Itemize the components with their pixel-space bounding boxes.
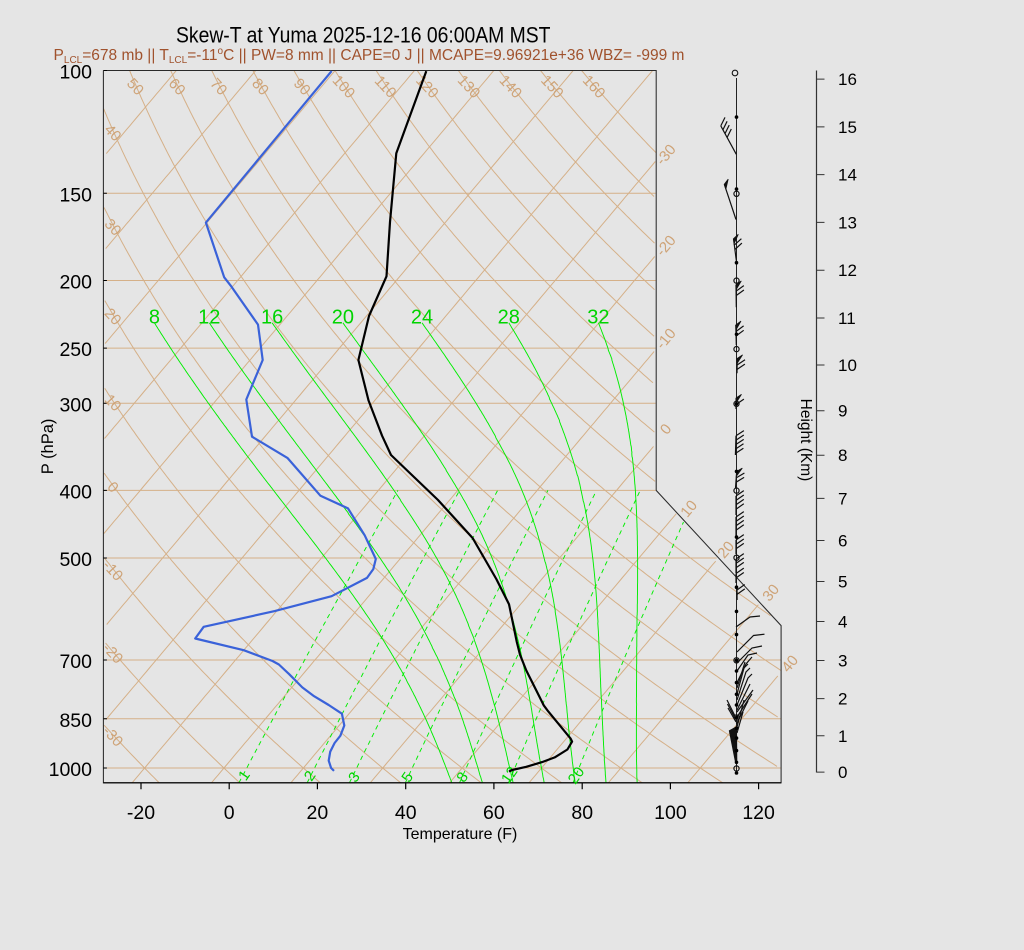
- svg-text:8: 8: [838, 446, 847, 465]
- svg-text:100: 100: [59, 62, 92, 84]
- svg-text:150: 150: [59, 184, 92, 206]
- svg-text:24: 24: [411, 307, 433, 329]
- svg-text:-20: -20: [127, 802, 155, 824]
- svg-text:100: 100: [654, 802, 687, 824]
- svg-text:1000: 1000: [49, 759, 93, 781]
- svg-text:60: 60: [483, 802, 505, 824]
- svg-text:40: 40: [395, 802, 417, 824]
- svg-text:Temperature (F): Temperature (F): [403, 826, 518, 843]
- svg-text:16: 16: [261, 307, 283, 329]
- svg-text:PLCL=678 mb || TLCL=-11oC || P: PLCL=678 mb || TLCL=-11oC || PW=8 mm || …: [54, 46, 685, 66]
- svg-text:Skew-T at Yuma 2025-12-16 06:0: Skew-T at Yuma 2025-12-16 06:00AM MST: [176, 23, 551, 48]
- svg-text:250: 250: [59, 339, 92, 361]
- svg-text:4: 4: [838, 613, 847, 632]
- svg-text:32: 32: [587, 307, 609, 329]
- svg-text:1: 1: [838, 727, 847, 746]
- svg-text:3: 3: [838, 652, 847, 671]
- svg-text:120: 120: [742, 802, 775, 824]
- svg-text:200: 200: [59, 272, 92, 294]
- svg-text:10: 10: [838, 356, 857, 375]
- svg-text:12: 12: [838, 261, 857, 280]
- svg-text:500: 500: [59, 549, 92, 571]
- svg-text:850: 850: [59, 710, 92, 732]
- svg-text:80: 80: [571, 802, 593, 824]
- svg-text:13: 13: [838, 213, 857, 232]
- svg-text:20: 20: [565, 764, 588, 787]
- svg-text:15: 15: [838, 118, 857, 137]
- svg-text:16: 16: [838, 70, 857, 89]
- svg-text:8: 8: [149, 307, 160, 329]
- svg-text:0: 0: [224, 802, 235, 824]
- svg-text:9: 9: [838, 402, 847, 421]
- svg-text:0: 0: [838, 763, 847, 782]
- svg-text:300: 300: [59, 394, 92, 416]
- svg-text:2: 2: [838, 690, 847, 709]
- svg-text:7: 7: [838, 489, 847, 508]
- svg-text:P (hPa): P (hPa): [39, 419, 57, 475]
- svg-text:20: 20: [307, 802, 329, 824]
- svg-text:20: 20: [332, 307, 354, 329]
- svg-text:5: 5: [838, 573, 847, 592]
- svg-text:14: 14: [838, 166, 857, 185]
- svg-text:11: 11: [838, 309, 856, 328]
- svg-text:400: 400: [59, 481, 92, 503]
- svg-text:28: 28: [498, 307, 520, 329]
- svg-text:6: 6: [838, 532, 847, 551]
- svg-text:12: 12: [198, 307, 220, 329]
- svg-text:Height (Km): Height (Km): [797, 399, 814, 482]
- svg-text:700: 700: [59, 651, 92, 673]
